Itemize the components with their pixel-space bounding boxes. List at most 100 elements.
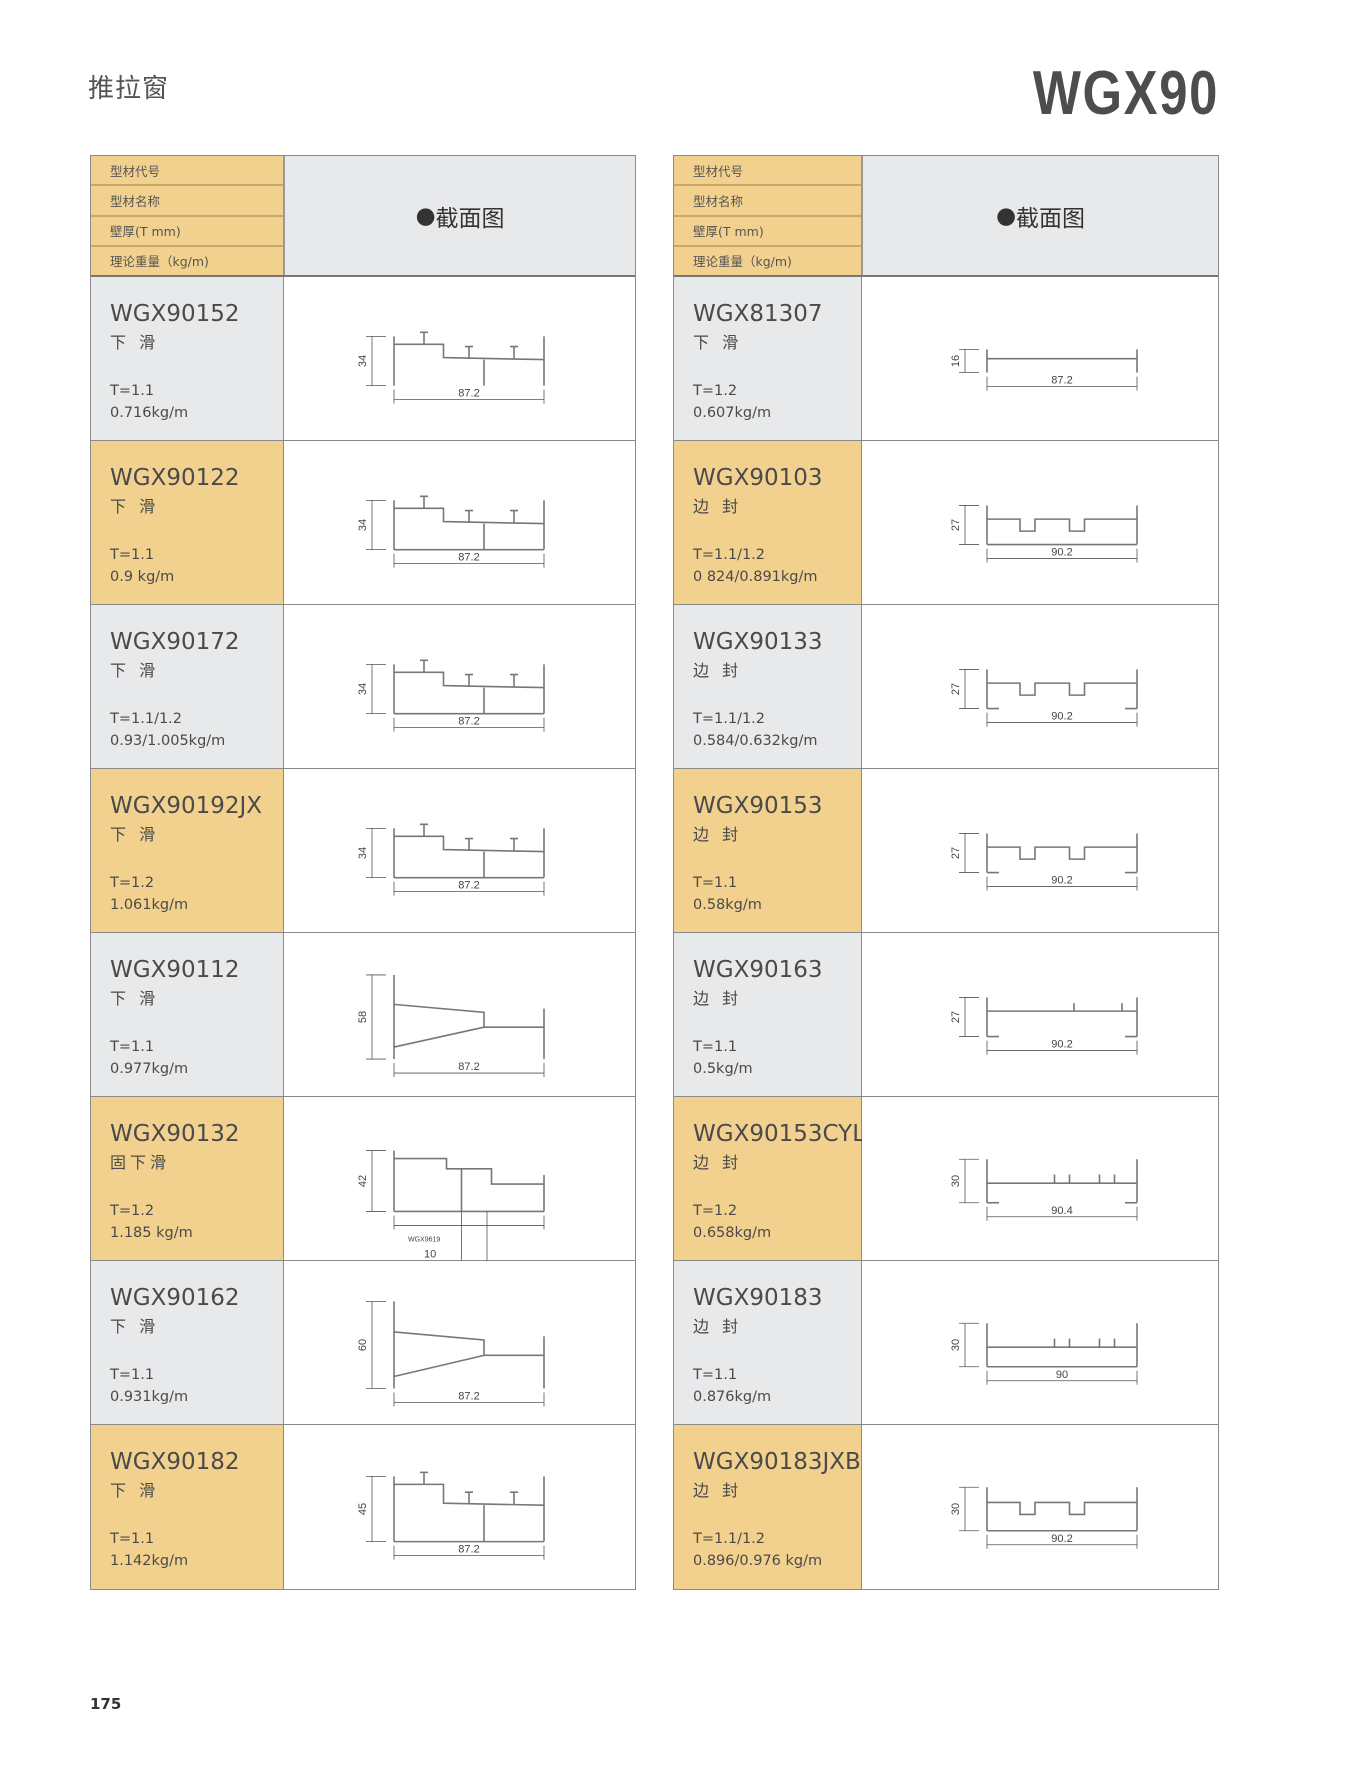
- profile-code: WGX90112: [110, 957, 240, 983]
- profile-code: WGX90162: [110, 1285, 240, 1311]
- profile-weight: 0.607kg/m: [693, 405, 772, 421]
- profile-web: [987, 1501, 1137, 1516]
- header-name-label: 型材名称: [91, 186, 283, 217]
- profile-tab: [420, 1471, 428, 1485]
- dimension-lines: [959, 1158, 1138, 1221]
- profile-name: 边 封: [693, 825, 743, 844]
- section-drawing-cell: 45 87.2: [284, 1425, 635, 1589]
- profile-name: 下 滑: [693, 333, 743, 352]
- dimension-lines: [366, 974, 545, 1078]
- profile-name: 下 滑: [110, 1317, 160, 1336]
- profile-web: [394, 1483, 545, 1507]
- section-drawing: 27 90.2: [950, 505, 1138, 563]
- profile-thickness: T=1.2: [110, 875, 155, 891]
- table-row: WGX90172 下 滑 T=1.1/1.2 0.93/1.005kg/m 34…: [91, 605, 635, 769]
- profile-name: 边 封: [693, 1317, 743, 1336]
- table-row: WGX90122 下 滑 T=1.1 0.9 kg/m 34 87.2: [91, 441, 635, 605]
- section-drawing: 58 87.2: [357, 974, 545, 1078]
- profile-info: WGX90192JX 下 滑 T=1.2 1.061kg/m: [91, 769, 284, 932]
- profile-code: WGX81307: [693, 301, 823, 327]
- profile-info: WGX90153 边 封 T=1.1 0.58kg/m: [674, 769, 862, 932]
- section-drawing-cell: 58 87.2: [284, 933, 635, 1096]
- table-row: WGX90183JXB 边 封 T=1.1/1.2 0.896/0.976 kg…: [674, 1425, 1218, 1589]
- dimension-lines: [959, 349, 1138, 391]
- height-dimension-label: 34: [357, 519, 369, 531]
- height-dimension-label: 60: [357, 1339, 369, 1351]
- profile-weight: 0.584/0.632kg/m: [693, 733, 818, 749]
- profile-name: 固下滑: [110, 1153, 171, 1172]
- width-dimension-label: 90.2: [1051, 711, 1072, 723]
- profile-name: 边 封: [693, 1153, 743, 1172]
- height-dimension-label: 42: [357, 1175, 369, 1187]
- header-weight-label: 理论重量（kg/m): [693, 254, 792, 270]
- profile-code: WGX90132: [110, 1121, 240, 1147]
- table-row: WGX90183 边 封 T=1.1 0.876kg/m 30 90: [674, 1261, 1218, 1425]
- profile-drawing: [393, 1471, 545, 1543]
- profile-web: [393, 1003, 544, 1029]
- height-dimension-label: 27: [950, 683, 962, 695]
- profile-weight: 0.9 kg/m: [110, 569, 175, 585]
- dimension-lines: [959, 1486, 1138, 1549]
- profile-thickness: T=1.1: [110, 1039, 155, 1055]
- profile-weight: 0.58kg/m: [693, 897, 762, 913]
- table-header: 型材代号 型材名称 壁厚(T mm) 理论重量（kg/m) ● 截面图: [91, 156, 635, 277]
- height-dimension-label: 27: [950, 519, 962, 531]
- profile-drawing: [393, 823, 545, 879]
- height-dimension-label: 45: [357, 1503, 369, 1515]
- profile-web: [987, 518, 1137, 532]
- table-row: WGX90182 下 滑 T=1.1 1.142kg/m 45 87.2: [91, 1425, 635, 1589]
- profile-name: 下 滑: [110, 497, 160, 516]
- width-dimension-label: 87.2: [458, 552, 479, 564]
- height-dimension-label: 30: [950, 1175, 962, 1187]
- height-dimension-label: 58: [357, 1011, 369, 1023]
- section-drawing: 34 87.2: [357, 659, 545, 732]
- section-drawing-cell: 27 90.2: [862, 769, 1218, 932]
- profile-thickness: T=1.1/1.2: [693, 711, 766, 727]
- profile-info: WGX90163 边 封 T=1.1 0.5kg/m: [674, 933, 862, 1096]
- bullet-icon: ●: [995, 202, 1017, 229]
- profile-name: 下 滑: [110, 333, 160, 352]
- section-drawing: 60 87.2: [357, 1301, 545, 1407]
- dimension-lines: [366, 335, 545, 404]
- profile-drawing: [393, 1150, 545, 1213]
- width-dimension-label: 87.2: [458, 388, 479, 400]
- profile-web: [987, 682, 1137, 696]
- profile-web: [394, 671, 545, 689]
- profile-drawing: [986, 1159, 1138, 1204]
- profile-slope: [393, 1026, 485, 1048]
- profile-drawing: [393, 659, 545, 715]
- profile-web: [987, 846, 1137, 860]
- section-drawing: 34 87.2: [357, 495, 545, 568]
- width-dimension-label: 90.2: [1051, 1533, 1072, 1545]
- reference-profile-label: WGX9619: [408, 1236, 440, 1243]
- section-drawing: 27 90.2: [950, 833, 1138, 891]
- table-row: WGX90153CYL 边 封 T=1.2 0.658kg/m 30 90.4: [674, 1097, 1218, 1261]
- profile-web: [394, 343, 545, 361]
- width-dimension-label: 87.2: [458, 880, 479, 892]
- dimension-lines: [366, 1301, 545, 1407]
- profile-weight: 0 824/0.891kg/m: [693, 569, 818, 585]
- profile-weight: 0.876kg/m: [693, 1389, 772, 1405]
- profile-drawing: [986, 833, 1138, 874]
- dimension-lines: [959, 505, 1138, 563]
- section-drawing-cell: 30 90: [862, 1261, 1218, 1424]
- profile-thickness: T=1.1: [693, 875, 738, 891]
- profile-weight: 0.931kg/m: [110, 1389, 189, 1405]
- section-drawing: 30 90: [950, 1322, 1138, 1385]
- profile-thickness: T=1.1: [693, 1367, 738, 1383]
- table-row: WGX81307 下 滑 T=1.2 0.607kg/m 16 87.2: [674, 277, 1218, 441]
- profile-thickness: T=1.1/1.2: [693, 1531, 766, 1547]
- profile-tab: [465, 1491, 473, 1505]
- profile-tab: [465, 509, 473, 523]
- profile-thickness: T=1.1: [110, 1367, 155, 1383]
- profile-weight: 1.061kg/m: [110, 897, 189, 913]
- section-drawing: 34 87.2: [357, 331, 545, 404]
- profile-drawing: [986, 997, 1138, 1038]
- profile-weight: 1.185 kg/m: [110, 1225, 193, 1241]
- header-section-title: ● 截面图: [284, 156, 635, 275]
- height-dimension-label: 16: [950, 355, 962, 367]
- profile-drawing: [986, 1323, 1138, 1368]
- profile-name: 下 滑: [110, 1481, 160, 1500]
- dimension-lines: [959, 1322, 1138, 1385]
- profile-name: 边 封: [693, 989, 743, 1008]
